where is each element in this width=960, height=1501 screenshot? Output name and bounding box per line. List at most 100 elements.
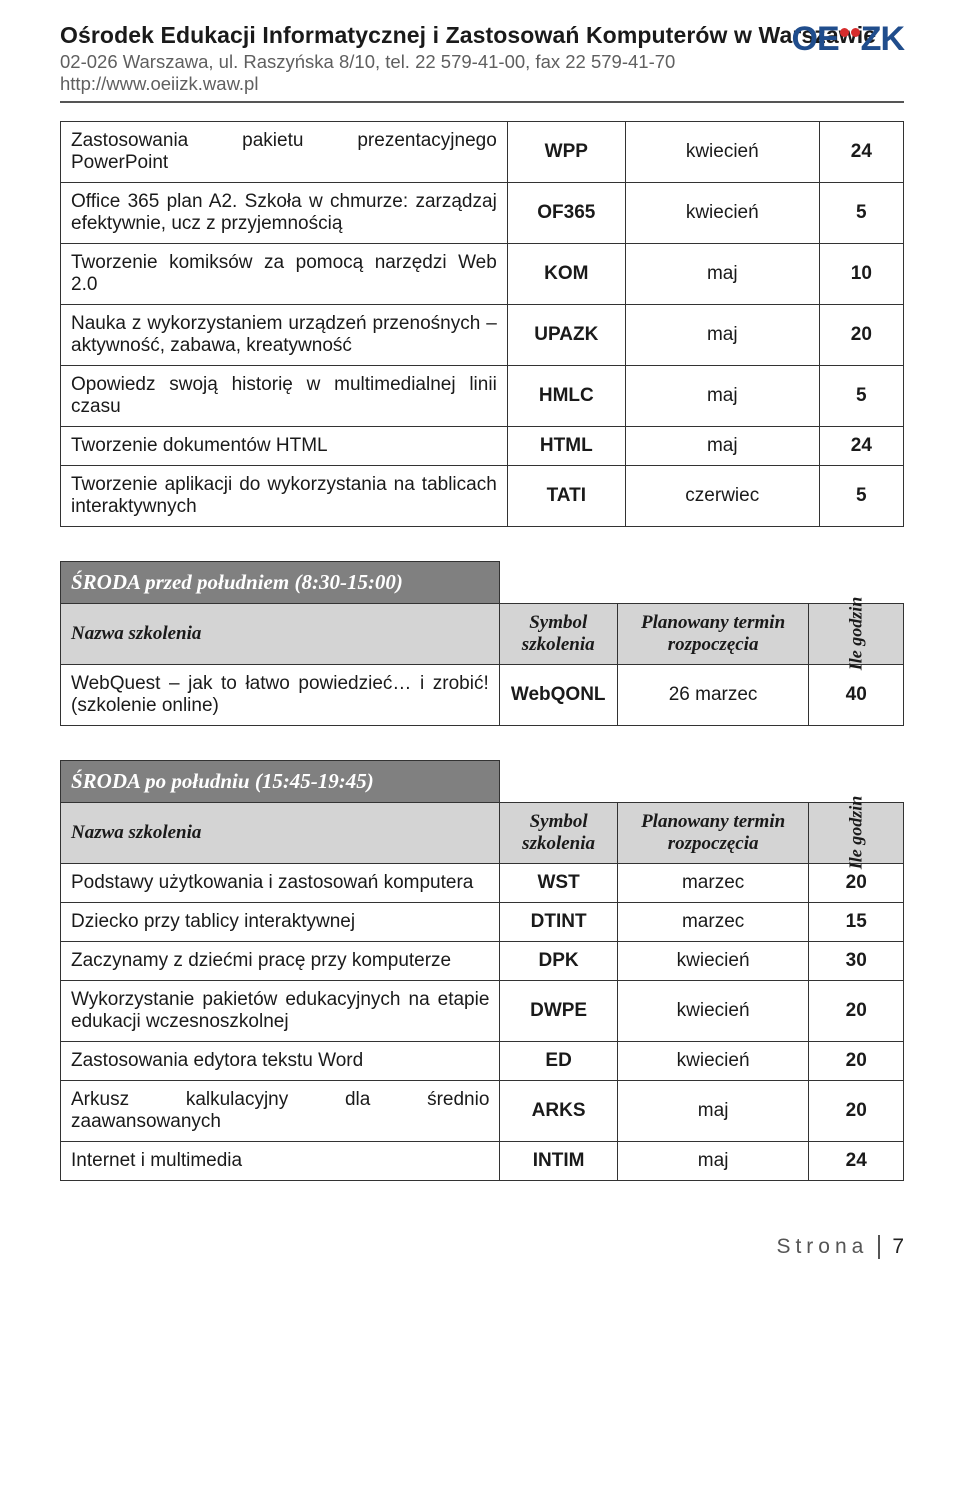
column-header-row: Nazwa szkolenia Symbol szkolenia Planowa… — [61, 604, 904, 665]
course-term: kwiecień — [625, 122, 819, 183]
course-hours: 10 — [819, 244, 903, 305]
course-hours: 5 — [819, 183, 903, 244]
page-footer: Strona 7 — [60, 1235, 904, 1259]
table-row: Internet i multimediaINTIMmaj24 — [61, 1142, 904, 1181]
course-term: maj — [625, 305, 819, 366]
course-symbol: UPAZK — [507, 305, 625, 366]
logo: OEZK — [792, 20, 904, 59]
course-name: Opowiedz swoją historię w multimedialnej… — [61, 366, 508, 427]
course-hours: 20 — [809, 981, 904, 1042]
logo-dot-icon — [840, 28, 849, 37]
footer-label: Strona — [776, 1235, 868, 1259]
course-symbol: HMLC — [507, 366, 625, 427]
course-hours: 20 — [819, 305, 903, 366]
course-hours: 30 — [809, 942, 904, 981]
column-header-row: Nazwa szkolenia Symbol szkolenia Planowa… — [61, 803, 904, 864]
course-symbol: DWPE — [500, 981, 617, 1042]
course-term: kwiecień — [617, 981, 809, 1042]
course-symbol: WST — [500, 864, 617, 903]
course-term: 26 marzec — [617, 665, 809, 726]
org-url: http://www.oeiizk.waw.pl — [60, 73, 904, 95]
course-hours: 5 — [819, 466, 903, 527]
course-name: Arkusz kalkulacyjny dla średnio zaawanso… — [61, 1081, 500, 1142]
course-symbol: WebQONL — [499, 665, 617, 726]
section-title-row: ŚRODA po południu (15:45-19:45) — [61, 761, 904, 803]
course-hours: 20 — [809, 1081, 904, 1142]
course-hours: 40 — [809, 665, 904, 726]
org-title: Ośrodek Edukacji Informatycznej i Zastos… — [60, 22, 904, 49]
course-symbol: KOM — [507, 244, 625, 305]
section-title-row: ŚRODA przed południem (8:30-15:00) — [61, 562, 904, 604]
table-row: Tworzenie dokumentów HTMLHTMLmaj24 — [61, 427, 904, 466]
course-name: WebQuest – jak to łatwo powiedzieć… i zr… — [61, 665, 500, 726]
page-header: Ośrodek Edukacji Informatycznej i Zastos… — [60, 22, 904, 95]
col-hours: Ile godzin — [809, 604, 904, 665]
table-row: Zastosowania pakietu prezentacyjnego Pow… — [61, 122, 904, 183]
course-term: kwiecień — [625, 183, 819, 244]
course-name: Nauka z wykorzystaniem urządzeń przenośn… — [61, 305, 508, 366]
table-row: Arkusz kalkulacyjny dla średnio zaawanso… — [61, 1081, 904, 1142]
course-name: Office 365 plan A2. Szkoła w chmurze: za… — [61, 183, 508, 244]
table-row: Podstawy użytkowania i zastosowań komput… — [61, 864, 904, 903]
course-hours: 24 — [819, 427, 903, 466]
course-term: kwiecień — [617, 1042, 809, 1081]
schedule-table-top: Zastosowania pakietu prezentacyjnego Pow… — [60, 121, 904, 527]
course-hours: 5 — [819, 366, 903, 427]
course-symbol: ED — [500, 1042, 617, 1081]
course-term: maj — [617, 1142, 809, 1181]
course-symbol: TATI — [507, 466, 625, 527]
course-name: Podstawy użytkowania i zastosowań komput… — [61, 864, 500, 903]
course-symbol: DPK — [500, 942, 617, 981]
course-term: czerwiec — [625, 466, 819, 527]
course-symbol: DTINT — [500, 903, 617, 942]
table-row: Zastosowania edytora tekstu WordEDkwieci… — [61, 1042, 904, 1081]
course-name: Internet i multimedia — [61, 1142, 500, 1181]
page-number: 7 — [878, 1235, 904, 1259]
course-symbol: ARKS — [500, 1081, 617, 1142]
course-hours: 20 — [809, 1042, 904, 1081]
table-row: WebQuest – jak to łatwo powiedzieć… i zr… — [61, 665, 904, 726]
col-hours: Ile godzin — [809, 803, 904, 864]
course-term: marzec — [617, 864, 809, 903]
table-row: Dziecko przy tablicy interaktywnejDTINTm… — [61, 903, 904, 942]
course-term: maj — [625, 427, 819, 466]
course-hours: 24 — [819, 122, 903, 183]
course-term: kwiecień — [617, 942, 809, 981]
course-term: maj — [625, 244, 819, 305]
course-term: marzec — [617, 903, 809, 942]
course-symbol: HTML — [507, 427, 625, 466]
table-row: Office 365 plan A2. Szkoła w chmurze: za… — [61, 183, 904, 244]
course-name: Zastosowania pakietu prezentacyjnego Pow… — [61, 122, 508, 183]
course-term: maj — [625, 366, 819, 427]
table-row: Wykorzystanie pakietów edukacyjnych na e… — [61, 981, 904, 1042]
logo-dot-icon — [851, 28, 860, 37]
course-hours: 24 — [809, 1142, 904, 1181]
course-symbol: INTIM — [500, 1142, 617, 1181]
course-hours: 15 — [809, 903, 904, 942]
col-term: Planowany termin rozpoczęcia — [617, 803, 809, 864]
table-row: Opowiedz swoją historię w multimedialnej… — [61, 366, 904, 427]
col-term: Planowany termin rozpoczęcia — [617, 604, 809, 665]
col-symbol: Symbol szkolenia — [500, 803, 617, 864]
col-name: Nazwa szkolenia — [61, 604, 500, 665]
schedule-table-sroda-am: ŚRODA przed południem (8:30-15:00) Nazwa… — [60, 561, 904, 726]
section-title: ŚRODA po południu (15:45-19:45) — [61, 761, 500, 803]
course-name: Zaczynamy z dziećmi pracę przy komputerz… — [61, 942, 500, 981]
course-name: Tworzenie aplikacji do wykorzystania na … — [61, 466, 508, 527]
course-name: Wykorzystanie pakietów edukacyjnych na e… — [61, 981, 500, 1042]
table-row: Nauka z wykorzystaniem urządzeń przenośn… — [61, 305, 904, 366]
header-divider — [60, 101, 904, 103]
schedule-table-sroda-pm: ŚRODA po południu (15:45-19:45) Nazwa sz… — [60, 760, 904, 1181]
logo-text: OEZK — [792, 20, 904, 59]
org-address: 02-026 Warszawa, ul. Raszyńska 8/10, tel… — [60, 51, 904, 73]
col-symbol: Symbol szkolenia — [499, 604, 617, 665]
course-name: Tworzenie dokumentów HTML — [61, 427, 508, 466]
table-row: Tworzenie aplikacji do wykorzystania na … — [61, 466, 904, 527]
section-title: ŚRODA przed południem (8:30-15:00) — [61, 562, 500, 604]
course-hours: 20 — [809, 864, 904, 903]
course-term: maj — [617, 1081, 809, 1142]
course-name: Zastosowania edytora tekstu Word — [61, 1042, 500, 1081]
course-name: Tworzenie komiksów za pomocą narzędzi We… — [61, 244, 508, 305]
course-symbol: WPP — [507, 122, 625, 183]
table-row: Zaczynamy z dziećmi pracę przy komputerz… — [61, 942, 904, 981]
